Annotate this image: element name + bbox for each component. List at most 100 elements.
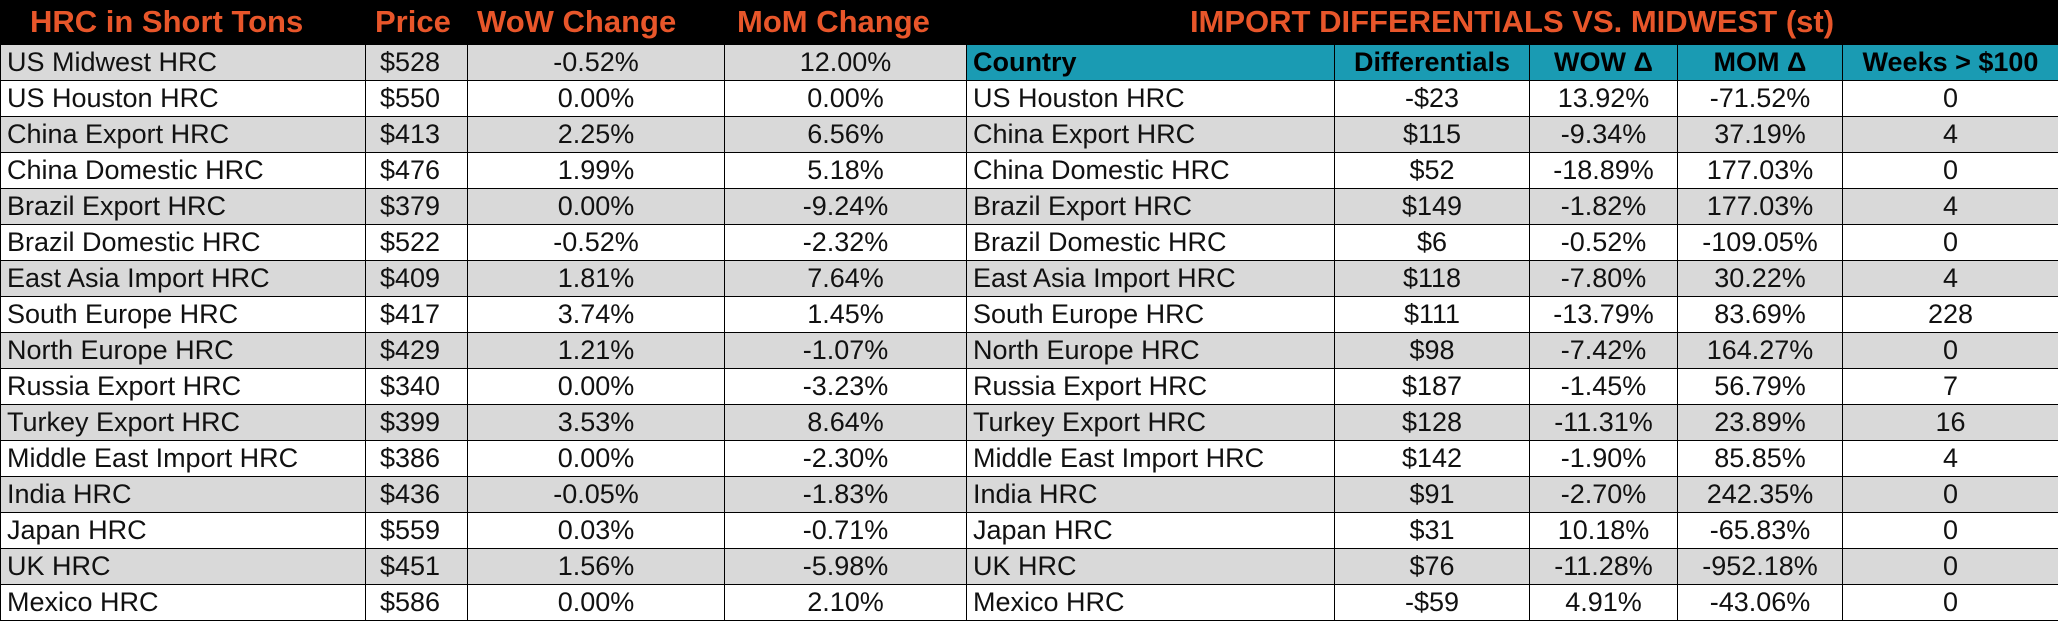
product-name-cell: Russia Export HRC <box>0 368 366 405</box>
country-cell: Mexico HRC <box>966 584 1335 621</box>
country-cell: Turkey Export HRC <box>966 404 1335 441</box>
price-cell: $399 <box>365 404 468 441</box>
wow-change-cell: 0.00% <box>467 368 725 405</box>
weeks-over-100-cell: 4 <box>1842 260 2058 297</box>
differential-cell: $149 <box>1334 188 1530 225</box>
price-cell: $436 <box>365 476 468 513</box>
differential-cell: $52 <box>1334 152 1530 189</box>
table-row: Mexico HRC -$59 4.91% -43.06% 0 <box>966 584 2058 621</box>
mom-delta-cell: -43.06% <box>1677 584 1843 621</box>
mom-change-cell: 6.56% <box>724 116 967 153</box>
mom-change-cell: -2.30% <box>724 440 967 477</box>
wow-delta-cell: -2.70% <box>1529 476 1678 513</box>
product-name-cell: Japan HRC <box>0 512 366 549</box>
wow-delta-cell: -1.45% <box>1529 368 1678 405</box>
right-title: IMPORT DIFFERENTIALS VS. MIDWEST (st) <box>1189 4 1835 39</box>
mom-change-cell: 5.18% <box>724 152 967 189</box>
import-differentials-table: Country Differentials WOW Δ MOM Δ Weeks … <box>966 44 2058 621</box>
product-name-cell: Turkey Export HRC <box>0 404 366 441</box>
wow-change-cell: 1.21% <box>467 332 725 369</box>
weeks-over-100-cell: 0 <box>1842 80 2058 117</box>
country-cell: China Export HRC <box>966 116 1335 153</box>
wow-change-cell: 0.03% <box>467 512 725 549</box>
weeks-over-100-cell: 4 <box>1842 116 2058 153</box>
differential-cell: $115 <box>1334 116 1530 153</box>
wow-delta-cell: -11.28% <box>1529 548 1678 585</box>
price-cell: $586 <box>365 584 468 621</box>
wow-delta-cell: -7.80% <box>1529 260 1678 297</box>
mom-change-cell: -1.83% <box>724 476 967 513</box>
wow-delta-cell: 13.92% <box>1529 80 1678 117</box>
product-name-cell: Brazil Export HRC <box>0 188 366 225</box>
table-row: Brazil Export HRC $379 0.00% -9.24% <box>0 188 967 225</box>
wow-change-cell: 3.53% <box>467 404 725 441</box>
wow-change-cell: 2.25% <box>467 116 725 153</box>
mom-delta-cell: 85.85% <box>1677 440 1843 477</box>
weeks-over-100-cell: 16 <box>1842 404 2058 441</box>
col-header-wow: WOW Δ <box>1529 44 1678 81</box>
wow-delta-cell: -13.79% <box>1529 296 1678 333</box>
left-header-title: HRC in Short Tons <box>30 4 304 39</box>
col-header-mom: MOM Δ <box>1677 44 1843 81</box>
product-name-cell: Middle East Import HRC <box>0 440 366 477</box>
weeks-over-100-cell: 0 <box>1842 224 2058 261</box>
table-row: Russia Export HRC $187 -1.45% 56.79% 7 <box>966 368 2058 405</box>
differential-cell: $31 <box>1334 512 1530 549</box>
wow-change-cell: 1.56% <box>467 548 725 585</box>
mom-change-cell: -2.32% <box>724 224 967 261</box>
mom-delta-cell: -109.05% <box>1677 224 1843 261</box>
price-cell: $386 <box>365 440 468 477</box>
differential-cell: $187 <box>1334 368 1530 405</box>
table-row: Brazil Domestic HRC $6 -0.52% -109.05% 0 <box>966 224 2058 261</box>
product-name-cell: US Midwest HRC <box>0 44 366 81</box>
table-row: India HRC $91 -2.70% 242.35% 0 <box>966 476 2058 513</box>
table-row: South Europe HRC $417 3.74% 1.45% <box>0 296 967 333</box>
price-cell: $528 <box>365 44 468 81</box>
mom-change-cell: 8.64% <box>724 404 967 441</box>
product-name-cell: Brazil Domestic HRC <box>0 224 366 261</box>
wow-change-cell: 0.00% <box>467 440 725 477</box>
table-row: North Europe HRC $98 -7.42% 164.27% 0 <box>966 332 2058 369</box>
wow-delta-cell: -18.89% <box>1529 152 1678 189</box>
col-header-differentials: Differentials <box>1334 44 1530 81</box>
col-header-country: Country <box>966 44 1335 81</box>
mom-delta-cell: -71.52% <box>1677 80 1843 117</box>
country-cell: US Houston HRC <box>966 80 1335 117</box>
table-row: UK HRC $76 -11.28% -952.18% 0 <box>966 548 2058 585</box>
weeks-over-100-cell: 0 <box>1842 548 2058 585</box>
hrc-price-table: US Midwest HRC $528 -0.52% 12.00% US Houston… <box>0 44 967 621</box>
country-cell: Brazil Export HRC <box>966 188 1335 225</box>
product-name-cell: Mexico HRC <box>0 584 366 621</box>
mom-change-cell: -9.24% <box>724 188 967 225</box>
wow-change-cell: 1.81% <box>467 260 725 297</box>
mom-delta-cell: 83.69% <box>1677 296 1843 333</box>
mom-delta-cell: 23.89% <box>1677 404 1843 441</box>
weeks-over-100-cell: 4 <box>1842 188 2058 225</box>
differential-cell: -$23 <box>1334 80 1530 117</box>
table-row: China Export HRC $115 -9.34% 37.19% 4 <box>966 116 2058 153</box>
product-name-cell: South Europe HRC <box>0 296 366 333</box>
differential-cell: $6 <box>1334 224 1530 261</box>
wow-delta-cell: -0.52% <box>1529 224 1678 261</box>
left-header-mom: MoM Change <box>737 4 930 39</box>
differential-cell: $142 <box>1334 440 1530 477</box>
table-row: US Midwest HRC $528 -0.52% 12.00% <box>0 44 967 81</box>
differential-cell: -$59 <box>1334 584 1530 621</box>
weeks-over-100-cell: 228 <box>1842 296 2058 333</box>
product-name-cell: US Houston HRC <box>0 80 366 117</box>
hrc-price-table-body: US Midwest HRC $528 -0.52% 12.00% US Houston… <box>0 44 967 621</box>
mom-delta-cell: 177.03% <box>1677 152 1843 189</box>
mom-delta-cell: 37.19% <box>1677 116 1843 153</box>
price-cell: $522 <box>365 224 468 261</box>
differential-cell: $98 <box>1334 332 1530 369</box>
product-name-cell: East Asia Import HRC <box>0 260 366 297</box>
wow-change-cell: 3.74% <box>467 296 725 333</box>
table-row: Middle East Import HRC $142 -1.90% 85.85% 4 <box>966 440 2058 477</box>
country-cell: Middle East Import HRC <box>966 440 1335 477</box>
wow-delta-cell: -9.34% <box>1529 116 1678 153</box>
wow-delta-cell: -11.31% <box>1529 404 1678 441</box>
table-row: Middle East Import HRC $386 0.00% -2.30% <box>0 440 967 477</box>
mom-change-cell: -0.71% <box>724 512 967 549</box>
differential-cell: $111 <box>1334 296 1530 333</box>
country-cell: Brazil Domestic HRC <box>966 224 1335 261</box>
